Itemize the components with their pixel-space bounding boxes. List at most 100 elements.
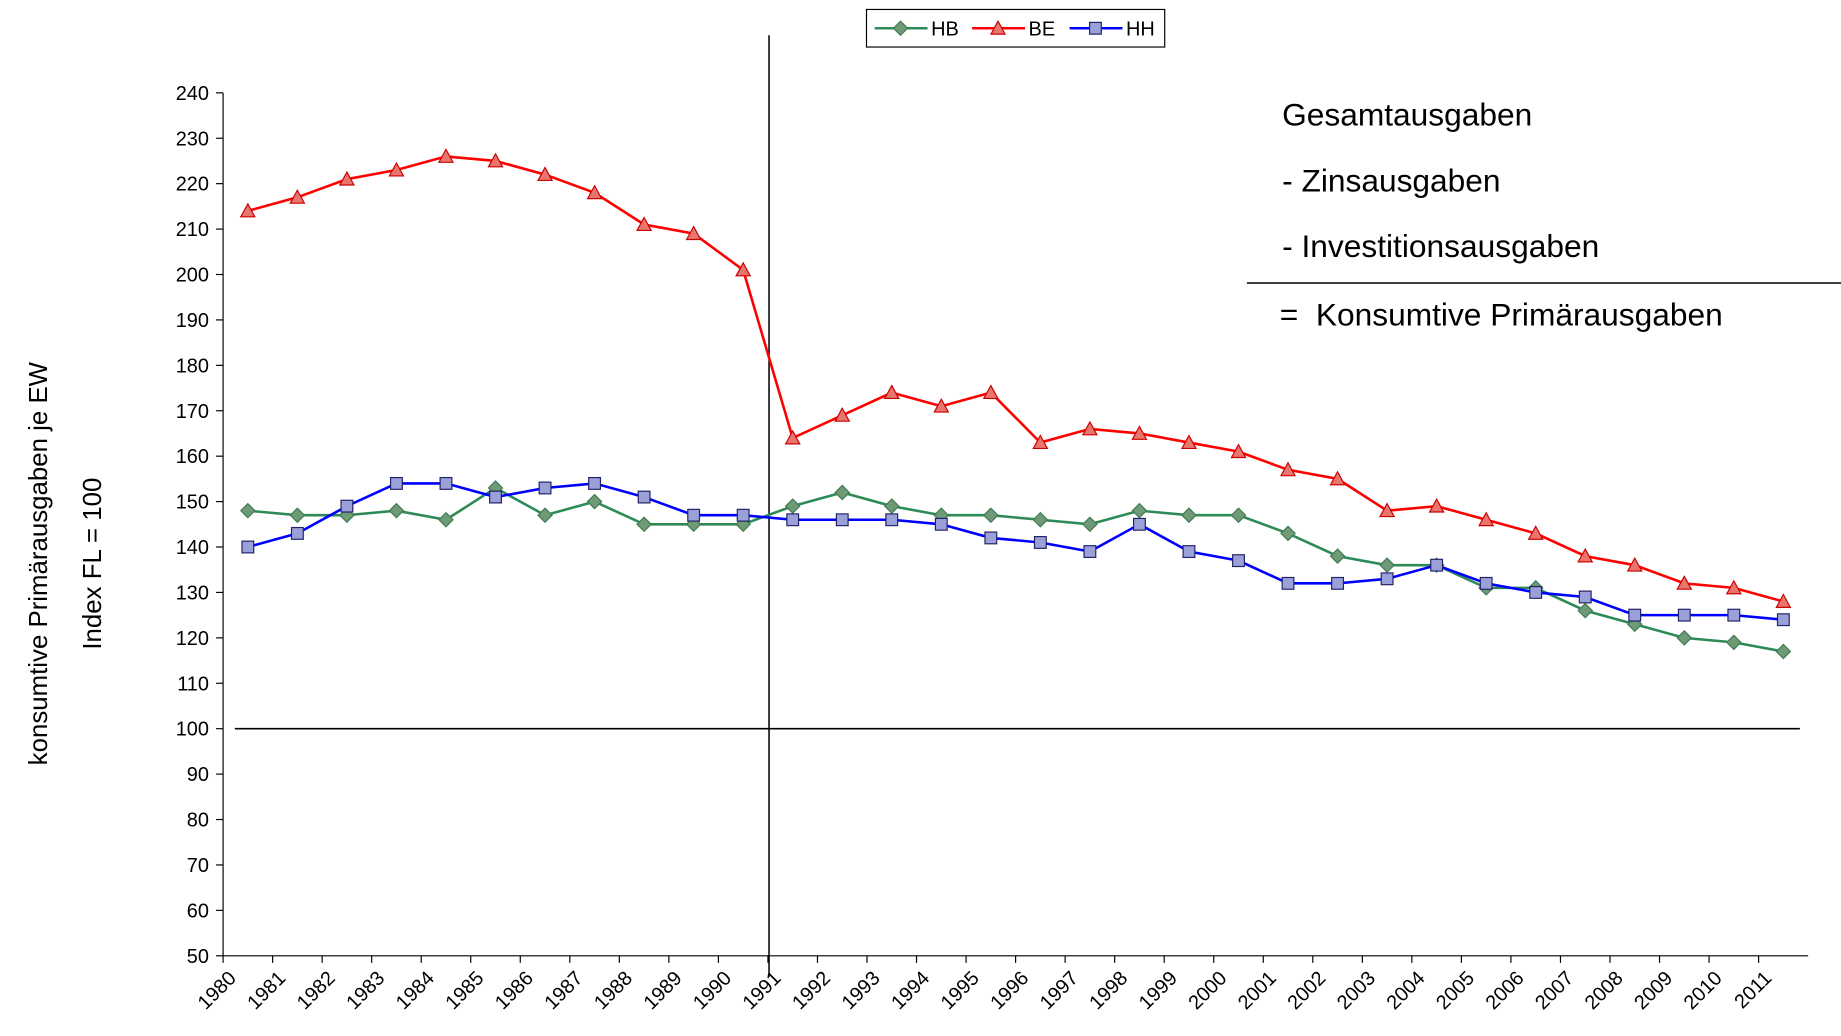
y-tick-label: 80 bbox=[187, 810, 209, 832]
marker bbox=[1032, 434, 1049, 450]
y-axis-label: Index FL = 100 bbox=[79, 478, 107, 650]
y-tick-label: 120 bbox=[176, 628, 209, 650]
marker bbox=[1578, 590, 1592, 604]
marker bbox=[933, 397, 950, 413]
marker bbox=[736, 508, 750, 522]
x-tick-label: 1981 bbox=[243, 967, 290, 1014]
marker bbox=[1676, 575, 1693, 590]
legend-label: BE bbox=[1029, 18, 1056, 40]
annotation: Gesamtausgaben bbox=[1282, 97, 1532, 133]
marker bbox=[1331, 576, 1345, 590]
x-tick-label: 1993 bbox=[838, 967, 885, 1014]
series-line bbox=[247, 155, 1784, 603]
annotation: = Konsumtive Primärausgaben bbox=[1280, 296, 1723, 332]
marker bbox=[1727, 608, 1741, 622]
annotation: - Investitionsausgaben bbox=[1282, 228, 1599, 264]
marker bbox=[1479, 576, 1493, 590]
marker bbox=[289, 189, 306, 204]
legend-label: HB bbox=[931, 18, 959, 40]
y-tick-label: 230 bbox=[176, 128, 209, 150]
x-tick-label: 1980 bbox=[194, 967, 241, 1014]
marker bbox=[786, 513, 800, 527]
marker bbox=[437, 148, 455, 163]
x-tick-label: 1996 bbox=[986, 967, 1033, 1014]
marker bbox=[239, 202, 256, 218]
marker bbox=[1725, 634, 1742, 651]
marker bbox=[1628, 608, 1642, 622]
x-tick-label: 2007 bbox=[1531, 967, 1578, 1014]
x-tick-label: 2003 bbox=[1333, 967, 1380, 1014]
marker bbox=[1775, 593, 1792, 608]
y-tick-label: 100 bbox=[176, 719, 209, 741]
marker bbox=[538, 481, 552, 495]
x-tick-label: 1986 bbox=[491, 967, 538, 1014]
marker bbox=[1081, 420, 1098, 436]
marker bbox=[1230, 443, 1247, 459]
marker bbox=[1725, 579, 1742, 595]
marker bbox=[1088, 21, 1102, 35]
marker bbox=[586, 184, 603, 200]
marker bbox=[685, 225, 702, 241]
marker bbox=[1478, 511, 1495, 527]
marker bbox=[1232, 554, 1245, 568]
marker bbox=[1776, 613, 1790, 627]
x-tick-label: 1991 bbox=[739, 967, 786, 1014]
y-tick-label: 170 bbox=[176, 401, 209, 423]
marker bbox=[984, 531, 998, 545]
marker bbox=[784, 429, 801, 445]
y-axis-label: konsumtive Primärausgaben je EW bbox=[25, 361, 53, 765]
y-tick-label: 70 bbox=[187, 855, 209, 877]
x-tick-label: 1985 bbox=[441, 967, 488, 1014]
marker bbox=[637, 490, 651, 504]
x-tick-label: 2001 bbox=[1234, 967, 1281, 1014]
marker bbox=[340, 499, 354, 513]
marker bbox=[1577, 602, 1594, 619]
marker bbox=[1379, 557, 1395, 574]
marker bbox=[388, 502, 405, 519]
y-tick-label: 220 bbox=[176, 174, 209, 196]
marker bbox=[289, 507, 306, 524]
marker bbox=[835, 513, 849, 527]
y-tick-label: 160 bbox=[176, 446, 209, 468]
marker bbox=[1033, 536, 1047, 549]
marker bbox=[1329, 548, 1346, 564]
x-tick-label: 1982 bbox=[293, 967, 340, 1014]
y-tick-label: 180 bbox=[176, 355, 209, 377]
x-tick-label: 1998 bbox=[1085, 967, 1132, 1014]
marker bbox=[834, 407, 851, 422]
marker bbox=[735, 261, 752, 277]
x-tick-label: 1997 bbox=[1036, 967, 1083, 1014]
marker bbox=[1529, 585, 1543, 599]
x-tick-label: 2011 bbox=[1730, 967, 1776, 1013]
marker bbox=[1379, 502, 1396, 518]
marker bbox=[1676, 629, 1693, 646]
x-tick-label: 2002 bbox=[1284, 967, 1331, 1014]
x-tick-label: 1988 bbox=[590, 967, 637, 1014]
marker bbox=[892, 20, 909, 37]
marker bbox=[1230, 507, 1247, 524]
marker bbox=[834, 484, 851, 501]
x-tick-label: 2000 bbox=[1184, 967, 1231, 1014]
marker bbox=[537, 507, 553, 524]
y-tick-label: 210 bbox=[176, 219, 209, 241]
marker bbox=[588, 476, 602, 490]
marker bbox=[1577, 547, 1594, 563]
marker bbox=[487, 152, 504, 168]
x-tick-label: 1984 bbox=[392, 967, 439, 1014]
x-tick-label: 1989 bbox=[640, 967, 687, 1014]
legend-label: HH bbox=[1126, 18, 1155, 40]
marker bbox=[389, 476, 403, 490]
marker bbox=[1279, 461, 1297, 477]
x-tick-label: 1987 bbox=[541, 967, 588, 1014]
marker bbox=[636, 216, 653, 231]
marker bbox=[1083, 545, 1097, 559]
y-tick-label: 110 bbox=[177, 673, 209, 695]
marker bbox=[784, 498, 801, 515]
marker bbox=[241, 540, 255, 554]
x-tick-label: 2008 bbox=[1581, 967, 1628, 1014]
x-tick-label: 1990 bbox=[689, 967, 736, 1014]
marker bbox=[1132, 517, 1146, 531]
marker bbox=[1626, 556, 1643, 572]
marker bbox=[1082, 516, 1098, 533]
marker bbox=[982, 507, 999, 524]
